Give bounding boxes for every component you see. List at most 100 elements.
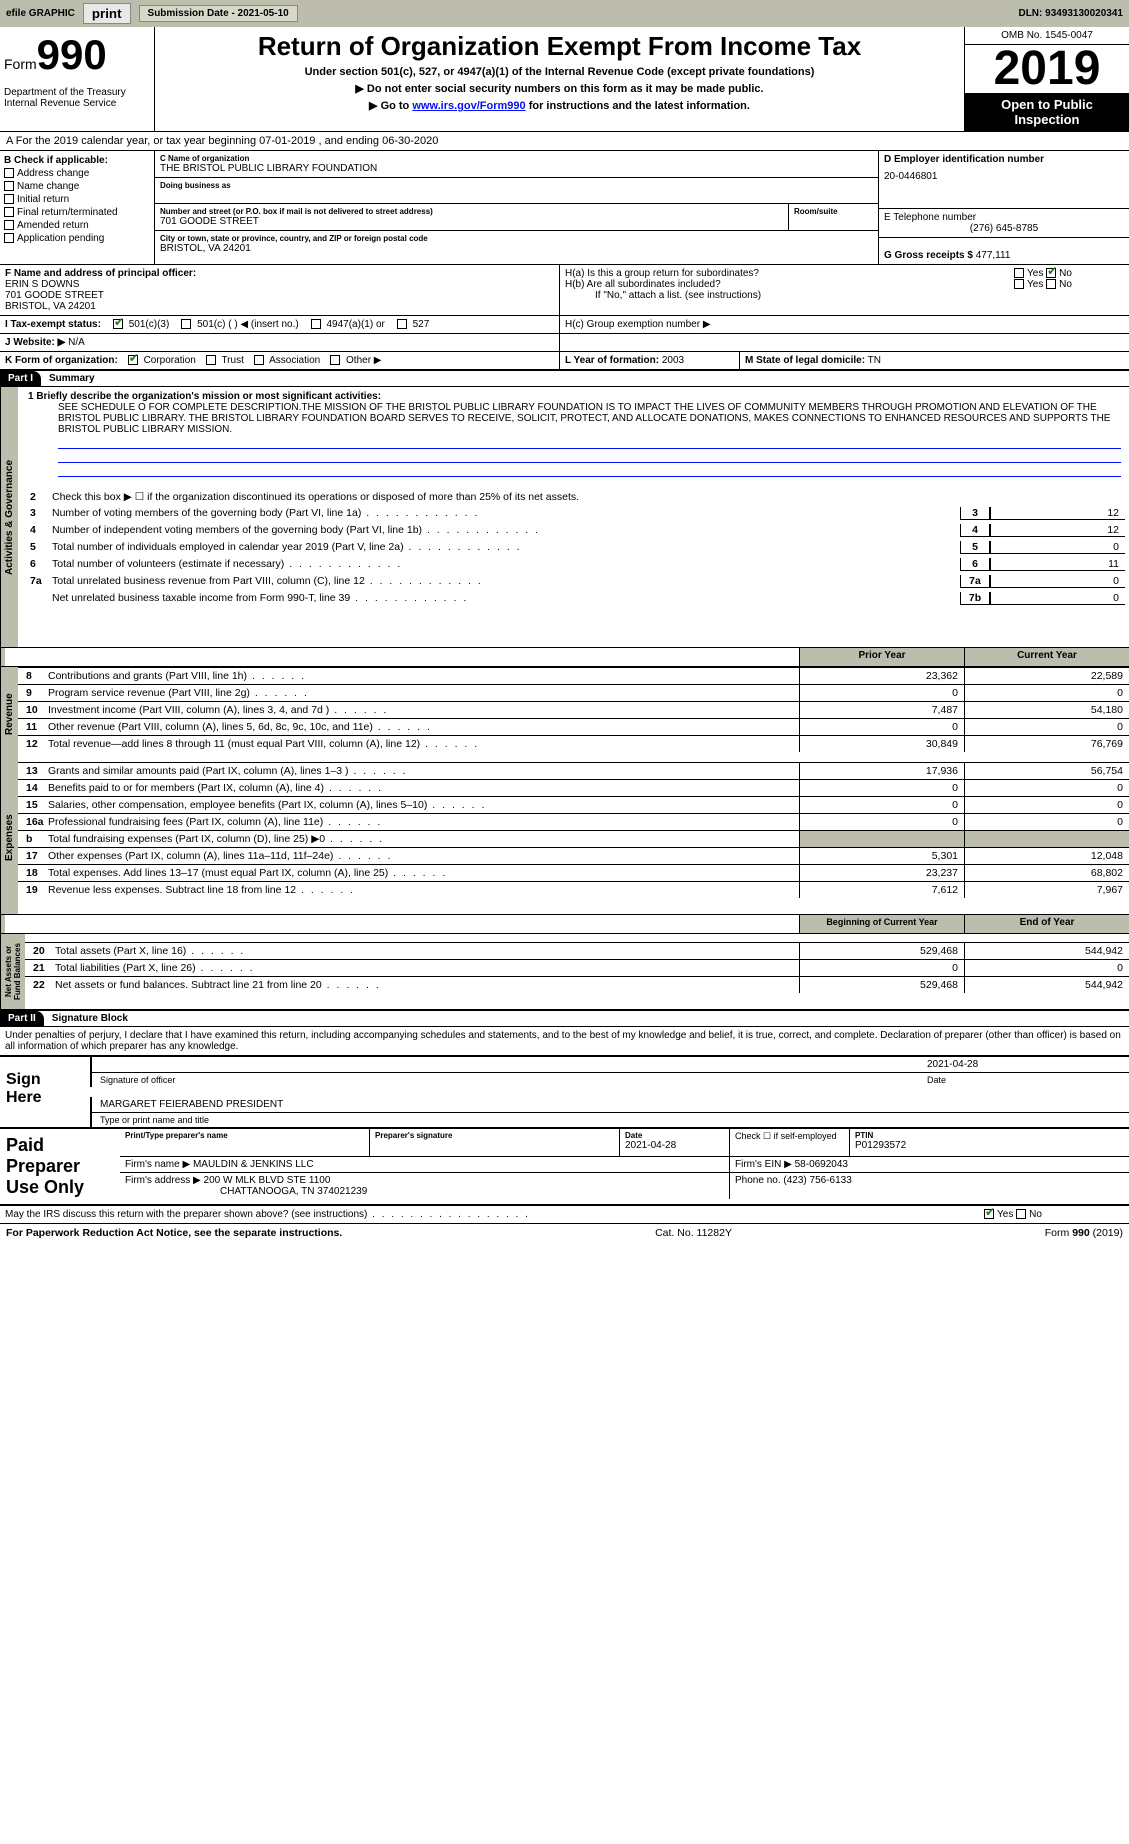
ha-no: No: [1059, 268, 1072, 279]
chk-app-pending[interactable]: Application pending: [4, 233, 150, 244]
line2: Check this box ▶ ☐ if the organization d…: [52, 491, 1125, 503]
k-l-m-row: K Form of organization: Corporation Trus…: [0, 352, 1129, 370]
form-990-big: 990: [37, 31, 107, 78]
goto-pre: ▶ Go to: [369, 100, 412, 112]
chk-name-change[interactable]: Name change: [4, 181, 150, 192]
part1-title: Summary: [41, 371, 103, 386]
pp-date-label: Date: [625, 1131, 724, 1140]
l-label: L Year of formation:: [565, 355, 659, 366]
officer-typed-name: MARGARET FEIERABEND PRESIDENT: [100, 1099, 283, 1110]
f-label: F Name and address of principal officer:: [5, 268, 554, 279]
street-address: 701 GOODE STREET: [160, 216, 783, 227]
page-footer: For Paperwork Reduction Act Notice, see …: [0, 1224, 1129, 1242]
fin-line-20: 20Total assets (Part X, line 16)529,4685…: [25, 942, 1129, 959]
form-prefix: Form: [4, 56, 37, 72]
k-label: K Form of organization:: [5, 355, 118, 366]
fin-line-9: 9Program service revenue (Part VIII, lin…: [18, 684, 1129, 701]
firm-name-label: Firm's name ▶: [125, 1159, 190, 1170]
paid-preparer-label: Paid Preparer Use Only: [0, 1129, 120, 1204]
open-to-public: Open to Public Inspection: [965, 93, 1129, 131]
fin-line-13: 13Grants and similar amounts paid (Part …: [18, 762, 1129, 779]
hb-yes: Yes: [1027, 279, 1043, 290]
ein: 20-0446801: [884, 171, 1124, 182]
firm-name: MAULDIN & JENKINS LLC: [193, 1159, 314, 1170]
submission-date: Submission Date - 2021-05-10: [139, 5, 298, 22]
part1-label: Part I: [0, 371, 41, 386]
perjury-text: Under penalties of perjury, I declare th…: [0, 1027, 1129, 1055]
sign-here-block: Sign Here 2021-04-28 Signature of office…: [0, 1055, 1129, 1127]
k-trust: Trust: [221, 355, 243, 366]
pp-date: 2021-04-28: [625, 1140, 724, 1151]
fin-line-14: 14Benefits paid to or for members (Part …: [18, 779, 1129, 796]
chk-4947: 4947(a)(1) or: [326, 319, 384, 330]
chk-501c3: 501(c)(3): [129, 319, 170, 330]
form-subtitle: Under section 501(c), 527, or 4947(a)(1)…: [159, 66, 960, 78]
col-current: Current Year: [964, 648, 1129, 666]
dba-label: Doing business as: [160, 181, 873, 190]
tab-activities: Activities & Governance: [0, 387, 18, 647]
addr-label: Number and street (or P.O. box if mail i…: [160, 207, 783, 216]
g-label: G Gross receipts $: [884, 250, 973, 261]
line1-label: 1 Briefly describe the organization's mi…: [28, 391, 1121, 402]
fin-line-8: 8Contributions and grants (Part VIII, li…: [18, 667, 1129, 684]
summary-line-5: 5Total number of individuals employed in…: [18, 539, 1129, 556]
irs-link[interactable]: www.irs.gov/Form990: [412, 100, 525, 112]
hb-label: H(b) Are all subordinates included?: [565, 279, 1014, 290]
ptin: P01293572: [855, 1140, 1124, 1151]
officer-addr2: BRISTOL, VA 24201: [5, 301, 554, 312]
i-label: I Tax-exempt status:: [5, 319, 101, 330]
fin-line-16a: 16aProfessional fundraising fees (Part I…: [18, 813, 1129, 830]
firm-phone: (423) 756-6133: [783, 1175, 851, 1186]
ha-label: H(a) Is this a group return for subordin…: [565, 268, 1014, 279]
firm-addr1: 200 W MLK BLVD STE 1100: [204, 1175, 331, 1186]
part2-title: Signature Block: [44, 1011, 136, 1026]
col-prior: Prior Year: [799, 648, 964, 666]
chk-527: 527: [413, 319, 430, 330]
phone: (276) 645-8785: [884, 223, 1124, 234]
firm-addr-label: Firm's address ▶: [125, 1175, 201, 1186]
fin-line-21: 21Total liabilities (Part X, line 26)00: [25, 959, 1129, 976]
netassets-section: Net Assets or Fund Balances 20Total asse…: [0, 934, 1129, 1010]
cat-no: Cat. No. 11282Y: [655, 1227, 732, 1239]
pra-notice: For Paperwork Reduction Act Notice, see …: [6, 1227, 342, 1239]
fin-line-22: 22Net assets or fund balances. Subtract …: [25, 976, 1129, 993]
hb-no: No: [1059, 279, 1072, 290]
section-a-taxyear: A For the 2019 calendar year, or tax yea…: [0, 132, 1129, 151]
e-label: E Telephone number: [884, 212, 1124, 223]
fin-line-19: 19Revenue less expenses. Subtract line 1…: [18, 881, 1129, 898]
state-domicile: TN: [868, 355, 881, 366]
k-assoc: Association: [269, 355, 320, 366]
year-formation: 2003: [662, 355, 684, 366]
paid-preparer-block: Paid Preparer Use Only Print/Type prepar…: [0, 1127, 1129, 1206]
room-label: Room/suite: [794, 207, 873, 216]
m-label: M State of legal domicile:: [745, 355, 865, 366]
part2-label: Part II: [0, 1011, 44, 1026]
tax-status-row: I Tax-exempt status: 501(c)(3) 501(c) ( …: [0, 316, 1129, 334]
firm-ein-label: Firm's EIN ▶: [735, 1159, 792, 1170]
chk-address-change[interactable]: Address change: [4, 168, 150, 179]
summary-line-3: 3Number of voting members of the governi…: [18, 505, 1129, 522]
summary-line-7a: 7aTotal unrelated business revenue from …: [18, 573, 1129, 590]
discuss-no: No: [1029, 1209, 1042, 1220]
discuss-yes: Yes: [997, 1209, 1013, 1220]
revenue-section: Revenue 8Contributions and grants (Part …: [0, 667, 1129, 762]
efile-label: efile GRAPHIC: [6, 8, 75, 19]
chk-initial-return[interactable]: Initial return: [4, 194, 150, 205]
chk-501c: 501(c) ( ) ◀ (insert no.): [197, 319, 299, 330]
firm-phone-label: Phone no.: [735, 1175, 781, 1186]
dept-treasury: Department of the Treasury Internal Reve…: [4, 87, 150, 109]
h-note: If "No," attach a list. (see instruction…: [565, 290, 1124, 301]
d-label: D Employer identification number: [884, 154, 1124, 165]
form-title: Return of Organization Exempt From Incom…: [159, 31, 960, 62]
discuss-row: May the IRS discuss this return with the…: [0, 1206, 1129, 1224]
col-beginning: Beginning of Current Year: [799, 915, 964, 933]
j-label: J Website: ▶: [5, 337, 65, 348]
print-button[interactable]: print: [83, 3, 131, 24]
tab-expenses: Expenses: [0, 762, 18, 914]
chk-final-return[interactable]: Final return/terminated: [4, 207, 150, 218]
col-end: End of Year: [964, 915, 1129, 933]
k-other: Other ▶: [346, 355, 381, 366]
firm-addr2: CHATTANOOGA, TN 374021239: [125, 1186, 367, 1197]
org-name: THE BRISTOL PUBLIC LIBRARY FOUNDATION: [160, 163, 873, 174]
chk-amended[interactable]: Amended return: [4, 220, 150, 231]
